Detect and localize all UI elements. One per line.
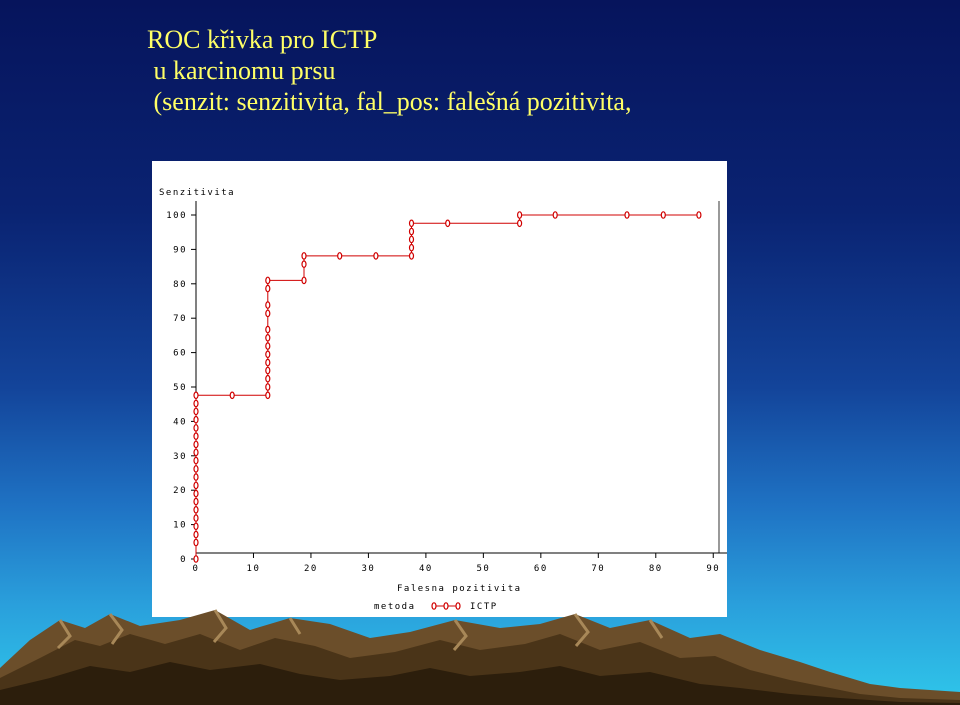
roc-step-line <box>195 214 699 559</box>
y-tick-label: 60 <box>173 349 187 359</box>
y-tick-label: 0 <box>180 555 187 565</box>
legend-sample-ictp <box>431 602 461 610</box>
roc-data-point <box>193 505 199 514</box>
roc-data-point <box>408 219 415 228</box>
roc-data-point <box>337 252 343 260</box>
x-tick-label: 30 <box>361 564 375 574</box>
roc-data-point <box>265 383 271 391</box>
roc-data-point <box>265 350 271 359</box>
roc-data-point <box>193 489 199 498</box>
roc-data-point <box>373 252 379 260</box>
roc-data-point <box>193 481 199 490</box>
y-tick-label: 30 <box>173 452 187 462</box>
roc-data-point <box>265 391 271 400</box>
roc-data-point <box>193 530 199 539</box>
y-tick-label: 80 <box>173 280 187 290</box>
y-tick-label: 40 <box>173 417 187 427</box>
roc-data-point <box>265 334 271 342</box>
title-line-1: ROC křivka pro ICTP <box>147 25 378 54</box>
roc-data-point <box>552 211 558 219</box>
roc-data-point <box>408 243 415 252</box>
mountain-range-decoration <box>0 609 960 705</box>
roc-data-point <box>193 456 199 465</box>
x-tick-label: 0 <box>193 564 200 574</box>
roc-data-point <box>193 415 199 424</box>
y-tick-label: 10 <box>173 521 187 531</box>
x-tick-label: 70 <box>591 564 605 574</box>
roc-data-point <box>193 514 199 522</box>
legend-title: metoda <box>374 602 416 612</box>
x-tick-label: 50 <box>476 564 490 574</box>
roc-data-point <box>696 211 702 219</box>
title-line-2: u karcinomu prsu <box>147 56 336 85</box>
roc-data-point <box>517 219 523 228</box>
roc-chart: Senzitivita 0 10 20 30 40 50 60 70 80 90 100 0 10 20… <box>159 188 727 612</box>
roc-data-point <box>193 407 199 416</box>
legend-label-ictp: ICTP <box>470 602 498 612</box>
x-axis-title: Falesna pozitivita <box>397 584 522 594</box>
roc-data-point <box>408 252 415 260</box>
roc-data-point <box>265 276 271 285</box>
roc-data-point <box>408 227 415 236</box>
y-tick-label: 20 <box>173 486 187 496</box>
roc-data-point <box>445 219 451 228</box>
roc-data-point <box>265 374 271 383</box>
roc-data-point <box>265 358 271 367</box>
y-tick-label: 100 <box>166 211 187 221</box>
title-line-3: (senzit: senzitivita, fal_pos: falešná p… <box>147 87 632 116</box>
x-tick-label: 80 <box>649 564 663 574</box>
chart-panel: Senzitivita 0 10 20 30 40 50 60 70 80 90 100 0 10 20… <box>152 161 727 617</box>
roc-data-point <box>265 325 271 334</box>
mountain-highlights <box>56 609 664 651</box>
roc-data-point <box>193 391 199 400</box>
roc-data-point <box>301 260 307 269</box>
x-tick-label: 10 <box>247 564 261 574</box>
roc-data-point <box>193 522 199 531</box>
y-tick-label: 90 <box>173 245 187 255</box>
roc-data-point <box>193 432 199 441</box>
y-tick-label: 50 <box>173 383 187 393</box>
roc-data-point <box>265 342 271 350</box>
roc-data-point <box>265 301 271 309</box>
legend-marker <box>443 602 449 610</box>
slide-title: ROC křivka pro ICTP u karcinomu prsu (se… <box>147 24 631 117</box>
roc-data-point <box>660 211 666 219</box>
y-tick-label: 70 <box>173 314 187 324</box>
roc-data-point <box>193 440 199 449</box>
roc-data-point <box>193 399 199 408</box>
x-tick-label: 90 <box>706 564 720 574</box>
roc-data-point <box>193 538 199 547</box>
x-tick-label: 20 <box>304 564 318 574</box>
roc-data-point <box>265 309 271 318</box>
roc-data-point <box>265 366 271 375</box>
roc-data-point <box>193 448 199 457</box>
roc-data-point <box>408 235 415 244</box>
y-axis-title: Senzitivita <box>159 188 235 198</box>
roc-data-point <box>624 211 630 219</box>
roc-data-point <box>301 252 307 260</box>
roc-data-point <box>517 211 523 219</box>
roc-data-point <box>193 473 199 481</box>
x-tick-label: 40 <box>419 564 433 574</box>
roc-data-point <box>229 391 235 400</box>
roc-data-point <box>265 284 271 293</box>
roc-data-point <box>193 465 199 473</box>
roc-data-point <box>193 497 199 506</box>
mountain-front <box>0 662 960 705</box>
roc-data-point <box>301 276 307 285</box>
roc-data-point <box>193 555 199 563</box>
legend-marker <box>455 602 461 610</box>
x-tick-label: 60 <box>534 564 548 574</box>
roc-data-point <box>193 424 199 432</box>
legend-marker <box>431 602 437 610</box>
